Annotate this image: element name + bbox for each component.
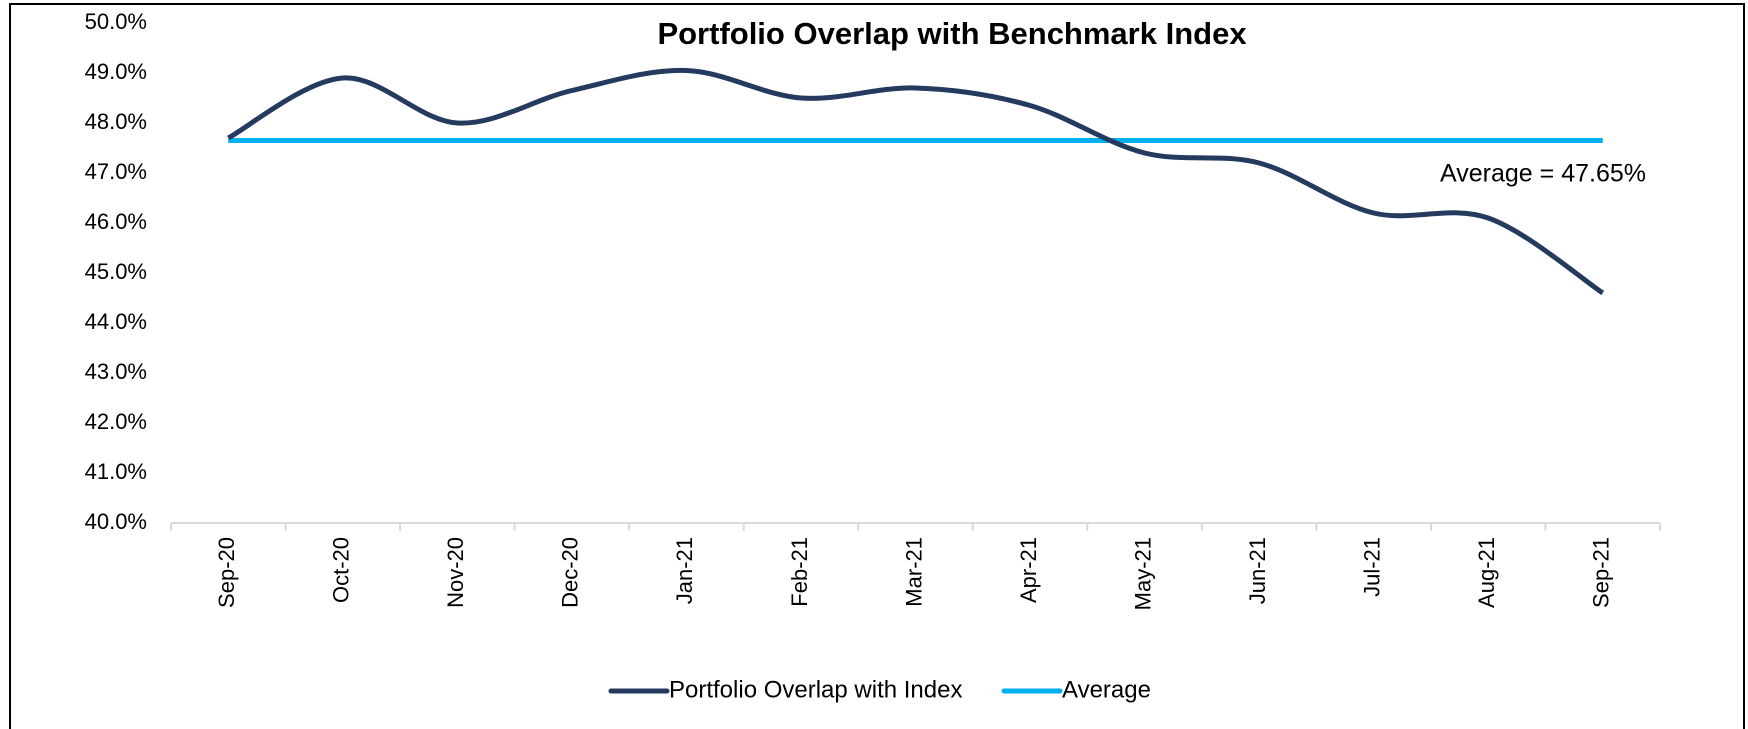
x-tick-label: Jun-21 (1245, 537, 1270, 604)
y-tick-label: 49.0% (85, 59, 147, 84)
chart-border (9, 3, 1745, 729)
x-tick-label: Jul-21 (1359, 537, 1384, 597)
y-tick-label: 46.0% (85, 209, 147, 234)
y-tick-label: 48.0% (85, 109, 147, 134)
x-tick-label: Apr-21 (1016, 537, 1041, 603)
x-tick-label: May-21 (1130, 537, 1155, 610)
y-tick-label: 50.0% (85, 9, 147, 34)
x-tick-label: Sep-20 (214, 537, 239, 608)
x-tick-label: Mar-21 (901, 537, 926, 607)
x-tick-label: Jan-21 (672, 537, 697, 604)
y-tick-label: 47.0% (85, 159, 147, 184)
y-tick-label: 41.0% (85, 459, 147, 484)
x-tick-label: Feb-21 (787, 537, 812, 607)
y-tick-label: 44.0% (85, 309, 147, 334)
legend-label: Portfolio Overlap with Index (669, 676, 962, 703)
x-tick-label: Dec-20 (558, 537, 583, 608)
x-tick-label: Nov-20 (443, 537, 468, 608)
y-tick-label: 45.0% (85, 259, 147, 284)
annotation: Average = 47.65% (1440, 160, 1646, 188)
series-line (227, 67, 1605, 296)
x-tick-label: Sep-21 (1589, 537, 1614, 608)
x-tick-label: Oct-20 (329, 537, 354, 603)
legend-label: Average (1062, 676, 1151, 703)
chart-title: Portfolio Overlap with Benchmark Index (657, 16, 1247, 51)
y-tick-label: 43.0% (85, 359, 147, 384)
y-tick-label: 40.0% (85, 509, 147, 534)
x-tick-label: Aug-21 (1474, 537, 1499, 608)
y-tick-label: 42.0% (85, 409, 147, 434)
